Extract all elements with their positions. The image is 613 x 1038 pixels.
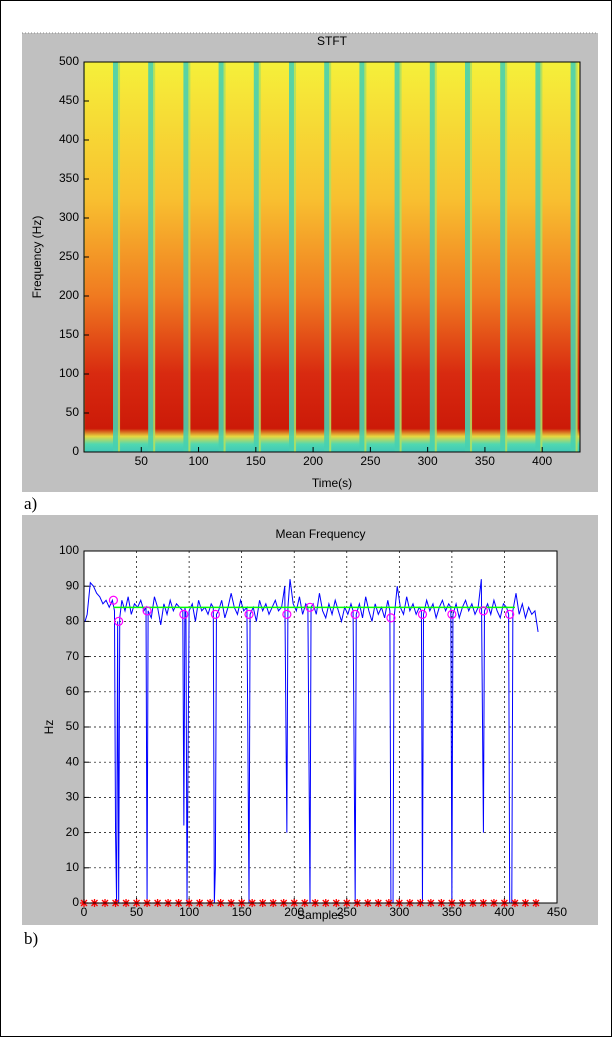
plot-frame <box>83 550 558 904</box>
y-tick-label: 20 <box>66 825 80 839</box>
marker-circle <box>478 606 489 616</box>
y-tick-label: 90 <box>66 578 80 592</box>
x-tick-label: 200 <box>284 905 304 919</box>
y-tick-label: 450 <box>59 93 79 107</box>
panel-label: a) <box>24 494 37 513</box>
y-axis-label: Frequency (Hz) <box>30 216 44 299</box>
marker-circle <box>179 609 189 619</box>
y-tick-label: 60 <box>66 684 80 698</box>
marker-circle <box>386 613 396 623</box>
x-tick-label: 150 <box>246 454 266 468</box>
x-tick-label: 200 <box>303 454 323 468</box>
y-tick-label: 50 <box>66 719 80 733</box>
x-tick-label: 400 <box>532 454 552 468</box>
y-tick-label: 80 <box>66 614 80 628</box>
y-tick-label: 50 <box>66 405 80 419</box>
y-tick-label: 300 <box>59 210 79 224</box>
y-tick-label: 0 <box>72 444 79 458</box>
x-tick-label: 50 <box>130 905 144 919</box>
marker-circle <box>417 609 428 619</box>
x-tick-label: 0 <box>81 905 88 919</box>
y-tick-label: 200 <box>59 288 79 302</box>
y-tick-label: 30 <box>66 790 80 804</box>
marker-circle <box>210 609 220 619</box>
panel-label: b) <box>24 929 38 948</box>
y-tick-label: 100 <box>59 366 79 380</box>
x-tick-label: 300 <box>418 454 438 468</box>
x-tick-label: 100 <box>189 454 209 468</box>
x-axis-label: Time(s) <box>312 476 352 490</box>
marker-circle <box>114 616 124 627</box>
x-tick-label: 50 <box>135 454 149 468</box>
x-tick-label: 350 <box>475 454 495 468</box>
marker-circle <box>350 609 360 619</box>
x-tick-label: 350 <box>442 905 462 919</box>
x-tick-label: 100 <box>179 905 199 919</box>
marker-circle <box>305 602 315 612</box>
y-tick-label: 400 <box>59 132 79 146</box>
marker-circle <box>244 609 254 619</box>
y-tick-label: 40 <box>66 754 80 768</box>
y-tick-label: 0 <box>72 895 79 909</box>
y-tick-label: 100 <box>59 543 79 557</box>
x-tick-label: 250 <box>360 454 380 468</box>
x-tick-label: 400 <box>494 905 514 919</box>
marker-circle <box>108 595 119 605</box>
y-tick-label: 10 <box>66 860 80 874</box>
chart-title: STFT <box>317 34 348 48</box>
marker-circle <box>282 609 292 619</box>
marker-circle <box>447 609 457 619</box>
y-tick-label: 350 <box>59 171 79 185</box>
plot-frame <box>83 61 581 453</box>
marker-circle <box>142 606 152 616</box>
y-tick-label: 500 <box>59 54 79 68</box>
y-tick-label: 150 <box>59 327 79 341</box>
y-axis-label: Hz <box>42 720 56 735</box>
x-axis-label: Samples <box>297 908 344 922</box>
marker-circle <box>505 609 515 619</box>
x-tick-label: 150 <box>232 905 252 919</box>
spectrogram-stripes <box>84 62 580 452</box>
y-tick-label: 250 <box>59 249 79 263</box>
chart-title: Mean Frequency <box>275 527 365 541</box>
y-tick-label: 70 <box>66 649 80 663</box>
x-tick-label: 300 <box>389 905 409 919</box>
x-tick-label: 250 <box>337 905 357 919</box>
x-tick-label: 450 <box>547 905 567 919</box>
